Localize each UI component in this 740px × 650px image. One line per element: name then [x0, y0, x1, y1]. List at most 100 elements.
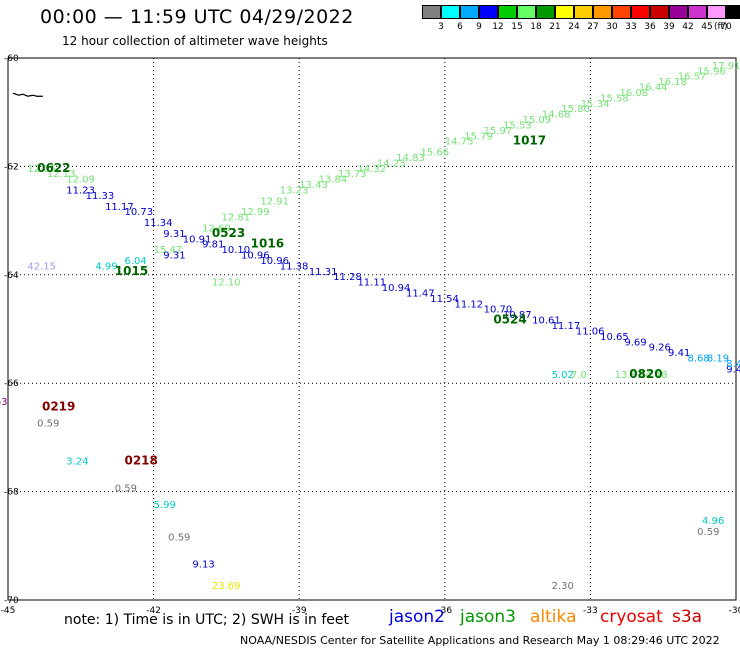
- wave-height-value: 5.99: [154, 500, 176, 511]
- color-scale-swatch: [460, 5, 479, 19]
- pass-time-label: 0524: [493, 313, 526, 327]
- color-scale-swatch: [441, 5, 460, 19]
- wave-height-value: 3.24: [66, 457, 88, 468]
- wave-height-value: 14.68: [542, 110, 571, 121]
- wave-height-value: 4.96: [702, 516, 724, 527]
- wave-height-value: 11.23: [66, 186, 95, 197]
- wave-height-value: 12.91: [260, 196, 289, 207]
- wave-height-value: 14.18: [639, 370, 668, 381]
- wave-height-value: 13.23: [280, 186, 309, 197]
- wave-height-value: 10.96: [241, 251, 270, 262]
- color-scale-label: 42: [682, 22, 694, 32]
- color-scale-swatch: [555, 5, 574, 19]
- color-scale-label: 27: [587, 22, 599, 32]
- pass-time-label: 0622: [37, 161, 70, 175]
- color-scale-label: 18: [530, 22, 542, 32]
- color-scale-swatch: [422, 5, 441, 19]
- wave-height-value: 12.05: [27, 164, 56, 175]
- color-scale-label: 70: [720, 22, 732, 32]
- pass-time-label: 0219: [42, 399, 75, 413]
- wave-height-value: 9.69: [624, 337, 646, 348]
- wave-height-value: 0.59: [115, 484, 137, 495]
- wave-height-value: 10.61: [532, 316, 561, 327]
- page-title: 00:00 — 11:59 UTC 04/29/2022: [40, 6, 354, 28]
- longitude-label: -39: [292, 606, 307, 616]
- wave-height-value: 10.94: [382, 283, 411, 294]
- wave-height-value: 8.68: [687, 354, 709, 365]
- wave-height-value: 8.45: [726, 359, 740, 370]
- wave-height-value: 14.32: [357, 164, 386, 175]
- wave-height-value: 6.04: [124, 256, 146, 267]
- color-scale-label: 3: [438, 22, 444, 32]
- wave-height-value: 11.34: [144, 218, 173, 229]
- wave-height-value: 16.18: [658, 77, 687, 88]
- wave-height-value: 12.09: [66, 175, 95, 186]
- pass-time-label: 1017: [513, 134, 546, 148]
- wave-height-value: 10.87: [503, 310, 532, 321]
- color-scale-swatch: [631, 5, 650, 19]
- wave-height-value: 9.31: [163, 229, 185, 240]
- wave-height-value: 11.12: [455, 299, 484, 310]
- color-scale-swatch: [707, 5, 726, 19]
- wave-height-value: 15.66: [421, 148, 450, 159]
- wave-height-value: 13.83: [615, 370, 644, 381]
- wave-height-value: 12.81: [222, 213, 251, 224]
- wave-height-value: 11.54: [430, 294, 459, 305]
- wave-height-value: 14.75: [445, 137, 474, 148]
- color-scale-label: 45: [701, 22, 713, 32]
- latitude-label: -70: [4, 596, 19, 606]
- pass-time-label: 1016: [251, 237, 284, 251]
- color-scale-swatch: [669, 5, 688, 19]
- longitude-label: -30: [729, 606, 740, 616]
- footer-note: note: 1) Time is in UTC; 2) SWH is in fe…: [64, 612, 350, 628]
- latitude-label: -68: [4, 488, 19, 498]
- wave-height-value: 15.79: [464, 131, 493, 142]
- coastline: [12, 92, 43, 97]
- satellite-legend-jason3: jason3: [460, 607, 516, 627]
- wave-height-value: 11.28: [333, 272, 362, 283]
- wave-height-value: 11.11: [357, 278, 386, 289]
- wave-height-value: 4.99: [95, 261, 117, 272]
- wave-height-value: 15.47: [154, 245, 183, 256]
- satellite-legend-altika: altika: [530, 607, 577, 627]
- wave-height-value: 9.4: [726, 364, 740, 375]
- wave-height-value: 9.13: [192, 559, 214, 570]
- footer-credit: NOAA/NESDIS Center for Satellite Applica…: [240, 634, 720, 647]
- wave-height-value: 11.33: [86, 191, 115, 202]
- wave-height-value: 0.59: [168, 532, 190, 543]
- color-scale-label: 12: [492, 22, 504, 32]
- color-scale-swatch: [536, 5, 555, 19]
- latitude-label: -64: [4, 271, 19, 281]
- color-scale-label: 39: [663, 22, 675, 32]
- color-scale-label: 9: [476, 22, 482, 32]
- wave-height-value: 12.69: [202, 223, 231, 234]
- wave-height-value: 10.70: [484, 305, 513, 316]
- color-scale-swatch: [726, 5, 740, 19]
- wave-height-value: 15.58: [600, 93, 629, 104]
- color-scale-swatch: [479, 5, 498, 19]
- color-scale-label: 21: [549, 22, 561, 32]
- wave-height-value: 8.19: [707, 354, 729, 365]
- wave-height-value: 0.59: [697, 527, 719, 538]
- satellite-legend-jason2: jason2: [389, 607, 445, 627]
- wave-height-value: 15.34: [581, 99, 610, 110]
- page-subtitle: 12 hour collection of altimeter wave hei…: [62, 34, 328, 48]
- wave-height-value: 15.96: [697, 66, 726, 77]
- wave-height-value: 13.43: [299, 180, 328, 191]
- wave-height-value: 17.91: [712, 61, 740, 72]
- wave-height-value: 5.02: [552, 370, 574, 381]
- satellite-legend-s3a: s3a: [672, 607, 703, 627]
- longitude-label: -36: [437, 606, 452, 616]
- wave-height-value: 23.69: [212, 581, 241, 592]
- longitude-label: -45: [1, 606, 16, 616]
- wave-height-value: 13.73: [338, 169, 367, 180]
- wave-height-value: 11.47: [406, 288, 435, 299]
- wave-height-value: 7.0: [571, 370, 587, 381]
- wave-height-value: 9.41: [668, 348, 690, 359]
- color-scale-label: 15: [511, 22, 523, 32]
- pass-time-label: 1015: [115, 264, 148, 278]
- wave-height-value: 11.31: [309, 267, 338, 278]
- wave-height-value: 15.97: [484, 126, 513, 137]
- wave-height-value: 16.57: [678, 72, 707, 83]
- wave-height-value: 12.13: [47, 169, 76, 180]
